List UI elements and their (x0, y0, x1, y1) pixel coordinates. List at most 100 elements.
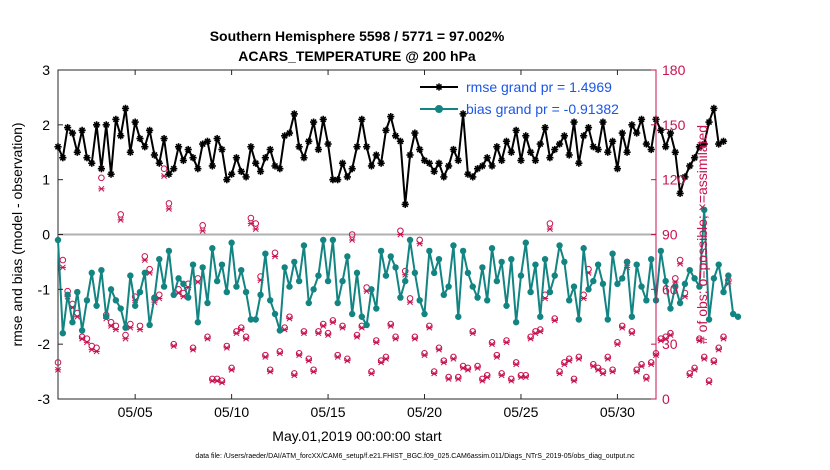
rmse-point-stroke (382, 127, 390, 134)
obs-assimilated-point (426, 324, 433, 331)
obs-possible-point (638, 360, 645, 368)
rmse-point-stroke (344, 173, 351, 181)
rmse-point-stroke (218, 146, 226, 153)
rmse-point-stroke (440, 173, 447, 181)
rmse-point (117, 132, 125, 140)
y-tick-label-right: 120 (662, 172, 686, 188)
rmse-point (440, 173, 448, 181)
obs-assimilated-point (373, 339, 380, 346)
rmse-point-stroke (64, 124, 71, 131)
y-tick-label-left: -2 (38, 336, 51, 352)
rmse-point-stroke (469, 173, 476, 181)
obs-possible-point (242, 333, 250, 341)
rmse-point (608, 137, 617, 145)
obs-possible-point (512, 359, 520, 366)
rmse-point-stroke (79, 127, 86, 134)
bias-point (445, 283, 452, 290)
rmse-point (174, 143, 183, 151)
obs-assimilated-point (570, 377, 578, 384)
rmse-point (445, 162, 453, 170)
rmse-point (531, 156, 540, 165)
rmse-point (580, 132, 588, 140)
obs-possible-point (705, 377, 713, 385)
rmse-point-stroke (633, 129, 640, 137)
obs-possible-point (291, 370, 298, 377)
rmse-point (92, 121, 101, 129)
bias-point (657, 247, 665, 255)
bias-point (122, 324, 129, 331)
rmse-point-stroke (657, 127, 664, 134)
bias-point (271, 310, 279, 318)
bias-point (199, 264, 206, 271)
rmse-point-stroke (411, 129, 418, 137)
obs-assimilated-point (59, 264, 66, 271)
bias-point (204, 299, 211, 307)
rmse-point-stroke (614, 165, 621, 172)
obs-assimilated-point (74, 313, 81, 320)
obs-possible-point (271, 249, 279, 257)
rmse-point-stroke (450, 146, 457, 153)
rmse-point (131, 118, 139, 126)
rmse-point (146, 126, 154, 134)
bias-point (281, 264, 288, 271)
bias-point (93, 302, 100, 309)
obs-possible-point (319, 320, 327, 328)
rmse-point-stroke (537, 140, 544, 148)
y-tick-label-left: 1 (42, 172, 50, 188)
bias-point (430, 269, 438, 277)
bias-point (484, 297, 491, 304)
rmse-point (604, 148, 612, 156)
bias-point (609, 250, 616, 257)
y-axis-label-right: # of obs: o=possible; ×=assimilated (694, 125, 710, 344)
obs-assimilated-point (575, 355, 582, 362)
rmse-point (710, 104, 718, 112)
rmse-point-stroke (262, 154, 269, 161)
rmse-point-stroke (324, 140, 332, 148)
bias-point (363, 321, 370, 329)
bias-point (112, 297, 120, 304)
obs-assimilated-point (382, 355, 390, 362)
obs-possible-point (353, 331, 361, 339)
obs-assimilated-point (498, 372, 505, 379)
obs-assimilated-point (228, 366, 235, 373)
obs-possible-point (435, 344, 443, 352)
rmse-point (454, 156, 462, 165)
legend-rmse-label: rmse grand pr = 1.4969 (466, 79, 612, 95)
rmse-point (483, 154, 491, 162)
chart-title-line1: Southern Hemisphere 5598 / 5771 = 97.002… (210, 28, 505, 44)
rmse-point-stroke (117, 132, 124, 139)
obs-possible-point (334, 351, 342, 359)
rmse-point-stroke (541, 124, 549, 131)
rmse-point-stroke (296, 143, 303, 150)
bias-point (54, 236, 62, 244)
rmse-point-stroke (455, 157, 462, 164)
obs-possible-point (305, 355, 313, 363)
rmse-point-stroke (373, 151, 380, 159)
obs-possible-point (266, 366, 274, 374)
rmse-point (507, 148, 515, 156)
obs-assimilated-point (566, 357, 573, 364)
y-tick-label-left: -1 (38, 281, 51, 297)
obs-assimilated-point (469, 330, 476, 337)
rmse-point (493, 143, 501, 151)
rmse-point (681, 173, 689, 181)
rmse-point (223, 176, 231, 184)
obs-possible-point (575, 353, 583, 361)
obs-assimilated-point (599, 370, 607, 377)
obs-possible-point (189, 344, 197, 352)
obs-assimilated-point (353, 333, 361, 340)
bias-point (503, 302, 510, 309)
rmse-point-stroke (556, 140, 563, 148)
rmse-point-stroke (74, 149, 81, 156)
x-axis-label: May.01,2019 00:00:00 start (272, 428, 442, 444)
bias-point (397, 294, 404, 301)
rmse-point-stroke (353, 143, 361, 150)
obs-possible-point (372, 337, 380, 344)
rmse-point-stroke (339, 160, 346, 167)
bias-point (223, 288, 230, 296)
obs-assimilated-point (291, 372, 298, 379)
rmse-point (498, 156, 506, 165)
bias-point (701, 206, 708, 214)
rmse-point-stroke (267, 146, 274, 153)
rmse-point (141, 143, 149, 151)
